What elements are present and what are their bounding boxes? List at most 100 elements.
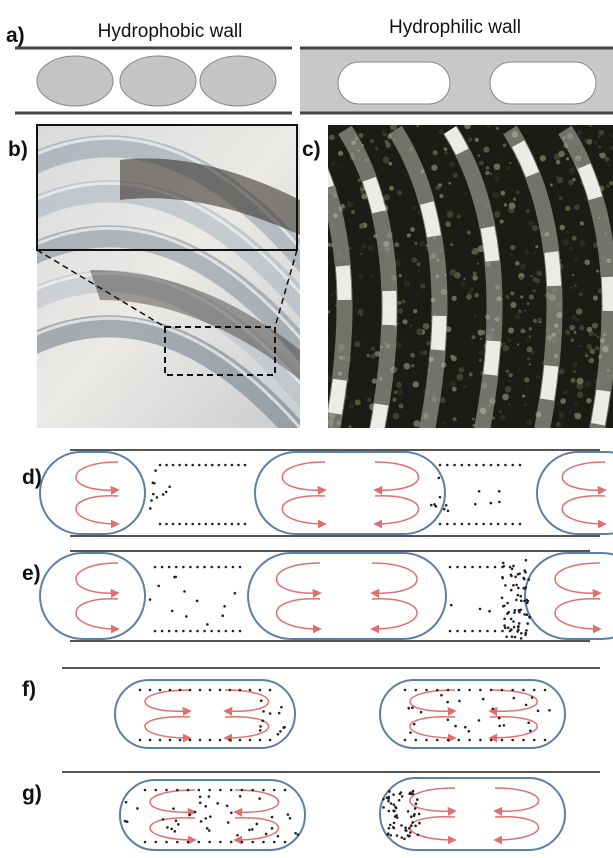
panel-label: e) bbox=[22, 562, 41, 585]
speckle bbox=[360, 190, 364, 194]
speckle bbox=[508, 328, 514, 334]
particle bbox=[482, 698, 485, 701]
particle bbox=[517, 626, 520, 629]
speckle bbox=[411, 364, 414, 367]
particle bbox=[411, 821, 414, 824]
speckle bbox=[375, 147, 378, 150]
particle bbox=[209, 689, 212, 692]
particle bbox=[297, 833, 300, 836]
speckle bbox=[464, 193, 466, 195]
panel-label: d) bbox=[22, 466, 42, 489]
particle bbox=[211, 464, 214, 467]
flow-arrow bbox=[495, 788, 539, 811]
droplet bbox=[200, 56, 276, 106]
particle bbox=[126, 820, 129, 823]
particle bbox=[159, 523, 162, 526]
particle bbox=[393, 822, 396, 825]
particle bbox=[199, 739, 202, 742]
speckle bbox=[572, 362, 578, 368]
particle bbox=[519, 595, 522, 598]
particle bbox=[403, 838, 406, 841]
speckle bbox=[479, 350, 484, 355]
particle bbox=[172, 464, 175, 467]
speckle bbox=[560, 225, 565, 230]
speckle bbox=[503, 342, 506, 345]
particle bbox=[527, 722, 530, 725]
particle bbox=[169, 739, 172, 742]
particle bbox=[407, 810, 410, 813]
particle bbox=[511, 464, 514, 467]
speckle bbox=[388, 162, 392, 166]
speckle bbox=[483, 147, 489, 153]
speckle bbox=[574, 403, 578, 407]
particle bbox=[260, 699, 263, 702]
speckle bbox=[559, 368, 565, 374]
particle bbox=[166, 826, 169, 829]
particle bbox=[239, 566, 242, 569]
speckle bbox=[423, 350, 427, 354]
particle bbox=[279, 730, 282, 733]
particle bbox=[425, 739, 428, 742]
speckle bbox=[392, 398, 396, 402]
speckle bbox=[592, 323, 598, 329]
particle bbox=[514, 576, 517, 579]
particle bbox=[294, 832, 297, 835]
droplet bbox=[490, 62, 596, 104]
particle bbox=[229, 739, 232, 742]
speckle bbox=[440, 194, 444, 198]
particle bbox=[498, 725, 501, 728]
speckle bbox=[398, 301, 402, 305]
droplet bbox=[380, 778, 565, 850]
particle bbox=[241, 841, 244, 844]
speckle bbox=[574, 257, 578, 261]
particle bbox=[404, 739, 407, 742]
particle bbox=[498, 490, 501, 493]
speckle bbox=[606, 185, 609, 188]
particle bbox=[454, 725, 457, 728]
particle bbox=[494, 630, 497, 633]
speckle bbox=[524, 309, 526, 311]
particle bbox=[461, 464, 464, 467]
particle bbox=[415, 802, 418, 805]
droplet bbox=[248, 553, 446, 639]
speckle bbox=[593, 295, 598, 300]
particle bbox=[262, 789, 265, 792]
particle bbox=[512, 584, 515, 587]
particle bbox=[171, 610, 174, 613]
particle bbox=[445, 504, 448, 507]
speckle bbox=[604, 157, 609, 162]
speckle bbox=[586, 398, 591, 403]
speckle bbox=[516, 190, 519, 193]
particle bbox=[175, 566, 178, 569]
particle bbox=[394, 806, 397, 809]
particle bbox=[177, 823, 180, 826]
particle bbox=[400, 836, 403, 839]
particle bbox=[489, 502, 492, 505]
particle bbox=[414, 739, 417, 742]
particle bbox=[183, 590, 186, 593]
particle bbox=[430, 504, 433, 507]
particle bbox=[185, 464, 188, 467]
particle bbox=[208, 841, 211, 844]
speckle bbox=[502, 394, 509, 401]
particle bbox=[439, 496, 442, 499]
particle bbox=[149, 739, 152, 742]
speckle bbox=[359, 223, 364, 228]
speckle bbox=[532, 225, 538, 231]
particle bbox=[512, 565, 515, 568]
speckle bbox=[360, 253, 362, 255]
particle bbox=[282, 726, 285, 729]
particle bbox=[520, 608, 523, 611]
speckle bbox=[371, 347, 375, 351]
particle bbox=[209, 739, 212, 742]
particle bbox=[219, 789, 222, 792]
speckle bbox=[526, 339, 528, 341]
speckle bbox=[510, 245, 515, 250]
particle bbox=[203, 630, 206, 633]
flow-arrow bbox=[145, 690, 190, 711]
speckle bbox=[371, 354, 376, 359]
particle bbox=[382, 798, 385, 801]
particle bbox=[439, 464, 442, 467]
speckle bbox=[575, 318, 579, 322]
speckle bbox=[412, 206, 416, 210]
